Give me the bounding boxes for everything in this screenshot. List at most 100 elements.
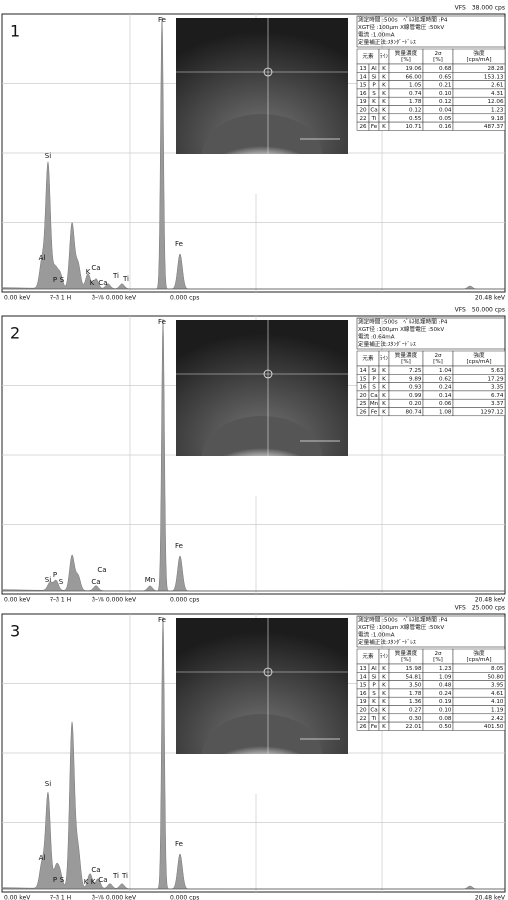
peak-label: K — [84, 878, 89, 886]
axis-footer: 0.000 cps — [170, 597, 199, 604]
table-text: 1.23 — [491, 107, 504, 113]
table-text: 0.14 — [439, 393, 452, 399]
table-text: 0.24 — [439, 691, 452, 697]
table-text: 0.99 — [409, 393, 422, 399]
info-line: 測定時間 :500s ﾍﾟﾙｽ処理時間 :P4 — [358, 16, 448, 24]
table-text: 4.31 — [491, 91, 504, 97]
peak-label: Mn — [145, 576, 155, 584]
info-box — [356, 317, 506, 350]
table-text: Ca — [370, 107, 377, 113]
header-text: [%] — [433, 57, 443, 63]
peak-label: Ti — [122, 275, 129, 283]
table-text: K — [382, 691, 386, 697]
table-text: 3.37 — [491, 401, 504, 407]
table-text: 14 — [359, 674, 367, 680]
table-text: 3.35 — [491, 385, 504, 391]
table-text: Ti — [371, 716, 377, 722]
table-text: Ti — [371, 116, 377, 122]
table-text: 3.95 — [491, 683, 504, 689]
axis-footer: 0.00 keV — [4, 597, 31, 604]
table-text: 19 — [359, 699, 367, 705]
table-text: 17.29 — [487, 376, 503, 382]
table-text: 50.80 — [487, 674, 503, 680]
peak-label: Ti — [112, 272, 119, 280]
table-text: 6.74 — [491, 393, 504, 399]
header-text: [cps/mA] — [466, 57, 491, 63]
table-cell — [452, 407, 506, 417]
table-text: 12.06 — [487, 99, 503, 105]
axis-footer: 20.48 keV — [475, 895, 506, 900]
header-text: 質量濃度 — [395, 351, 418, 359]
header-text: [%] — [401, 657, 411, 663]
table-text: 13 — [359, 666, 367, 672]
header-text: 質量濃度 — [395, 49, 418, 57]
table-text: K — [382, 66, 386, 72]
peak-label: Ti — [112, 872, 119, 880]
table-text: K — [372, 99, 376, 105]
table-text: 0.21 — [439, 83, 452, 89]
header-text: [cps/mA] — [466, 657, 491, 663]
image-cover — [176, 456, 348, 496]
table-text: K — [382, 99, 386, 105]
header-text: [%] — [401, 57, 411, 63]
axis-footer: 0.000 cps — [170, 895, 199, 900]
table-text: 9.18 — [491, 116, 504, 122]
table-text: K — [382, 124, 386, 130]
table-text: 15.98 — [405, 666, 421, 672]
table-text: K — [382, 393, 386, 399]
table-text: 0.48 — [439, 683, 452, 689]
table-text: 54.81 — [405, 674, 421, 680]
axis-footer: 0.000 cps — [170, 295, 199, 302]
table-text: 28.28 — [487, 66, 503, 72]
info-line: 測定時間 :500s ﾍﾟﾙｽ処理時間 :P4 — [358, 318, 448, 326]
table-text: K — [382, 401, 386, 407]
table-text: 5.63 — [491, 368, 504, 374]
info-line: 定量補正法:ｽﾀﾝﾀﾞｰﾄﾞﾚｽ — [358, 340, 416, 348]
header-text: 2σ — [434, 51, 442, 57]
table-text: K — [382, 116, 386, 122]
table-text: 1.36 — [409, 699, 422, 705]
header-text: 2σ — [434, 353, 442, 359]
table-text: 1.78 — [409, 99, 422, 105]
table-cell — [452, 121, 506, 131]
table-text: 26 — [359, 124, 367, 130]
table-text: 8.05 — [491, 666, 504, 672]
peak-label: P — [53, 276, 57, 284]
table-text: 3.50 — [409, 683, 422, 689]
table-text: K — [382, 724, 386, 730]
table-text: 1.78 — [409, 691, 422, 697]
table-text: 4.61 — [491, 691, 504, 697]
table-text: Ca — [370, 393, 377, 399]
vfs-label: VFS 38.000 cps — [455, 5, 505, 12]
vfs-label: VFS 25.000 cps — [455, 605, 505, 612]
header-text: 強度 — [473, 49, 485, 57]
table-text: 19.06 — [405, 66, 421, 72]
table-text: K — [382, 666, 386, 672]
table-text: 0.20 — [409, 401, 422, 407]
peak-label: Ca — [97, 566, 106, 574]
header-text: 元素 — [362, 354, 374, 362]
table-text: S — [372, 691, 376, 697]
table-text: 2.61 — [491, 83, 504, 89]
peak-label: Fe — [175, 542, 183, 550]
table-text: 20 — [359, 107, 367, 113]
table-text: 0.30 — [409, 716, 422, 722]
axis-footer: ｶｰｿﾙ 0.000 keV — [92, 295, 137, 302]
table-text: Al — [371, 666, 377, 672]
axis-footer: 0.00 keV — [4, 895, 31, 900]
axis-footer: ｶｰｿﾙ 0.000 keV — [92, 597, 137, 604]
table-text: Al — [371, 66, 377, 72]
table-text: 25 — [359, 401, 367, 407]
table-text: 16 — [359, 385, 367, 391]
peak-label: Fe — [175, 240, 183, 248]
peak-label: Ca — [91, 264, 100, 272]
table-text: 0.12 — [409, 107, 421, 113]
table-text: 10.71 — [405, 124, 421, 130]
peak-label: S — [60, 876, 65, 884]
table-text: 0.10 — [439, 91, 452, 97]
peak-label: Fe — [158, 318, 166, 326]
peak-label: Ca — [98, 876, 107, 884]
table-text: 7.25 — [409, 368, 422, 374]
header-text: ﾗｲﾝ — [380, 53, 389, 60]
